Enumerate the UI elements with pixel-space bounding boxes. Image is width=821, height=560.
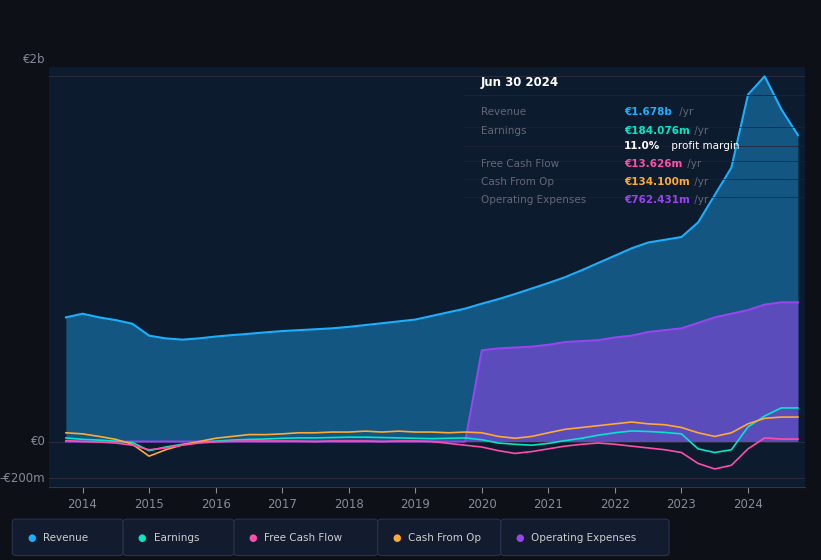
Text: -€200m: -€200m	[0, 472, 45, 484]
Text: ●: ●	[392, 533, 401, 543]
Text: Operating Expenses: Operating Expenses	[481, 195, 586, 205]
Text: ●: ●	[516, 533, 524, 543]
Text: ●: ●	[138, 533, 146, 543]
Text: /yr: /yr	[691, 177, 709, 187]
Text: Free Cash Flow: Free Cash Flow	[264, 533, 342, 543]
Text: €762.431m: €762.431m	[624, 195, 690, 205]
Text: Free Cash Flow: Free Cash Flow	[481, 159, 559, 169]
Text: /yr: /yr	[691, 126, 709, 136]
Text: /yr: /yr	[691, 195, 709, 205]
Text: /yr: /yr	[677, 107, 694, 117]
Text: €184.076m: €184.076m	[624, 126, 690, 136]
Text: €1.678b: €1.678b	[624, 107, 672, 117]
Text: ●: ●	[249, 533, 257, 543]
Text: €0: €0	[30, 435, 45, 448]
Text: Revenue: Revenue	[43, 533, 88, 543]
Text: Cash From Op: Cash From Op	[481, 177, 554, 187]
Text: €2b: €2b	[23, 53, 45, 66]
Text: Revenue: Revenue	[481, 107, 526, 117]
Text: /yr: /yr	[684, 159, 701, 169]
Text: 11.0%: 11.0%	[624, 141, 660, 151]
Text: Cash From Op: Cash From Op	[408, 533, 481, 543]
Text: Operating Expenses: Operating Expenses	[531, 533, 636, 543]
Text: Earnings: Earnings	[481, 126, 526, 136]
Text: €134.100m: €134.100m	[624, 177, 690, 187]
Text: ●: ●	[27, 533, 35, 543]
Text: Jun 30 2024: Jun 30 2024	[481, 76, 559, 88]
Text: Earnings: Earnings	[154, 533, 199, 543]
Text: profit margin: profit margin	[668, 141, 740, 151]
Text: €13.626m: €13.626m	[624, 159, 682, 169]
